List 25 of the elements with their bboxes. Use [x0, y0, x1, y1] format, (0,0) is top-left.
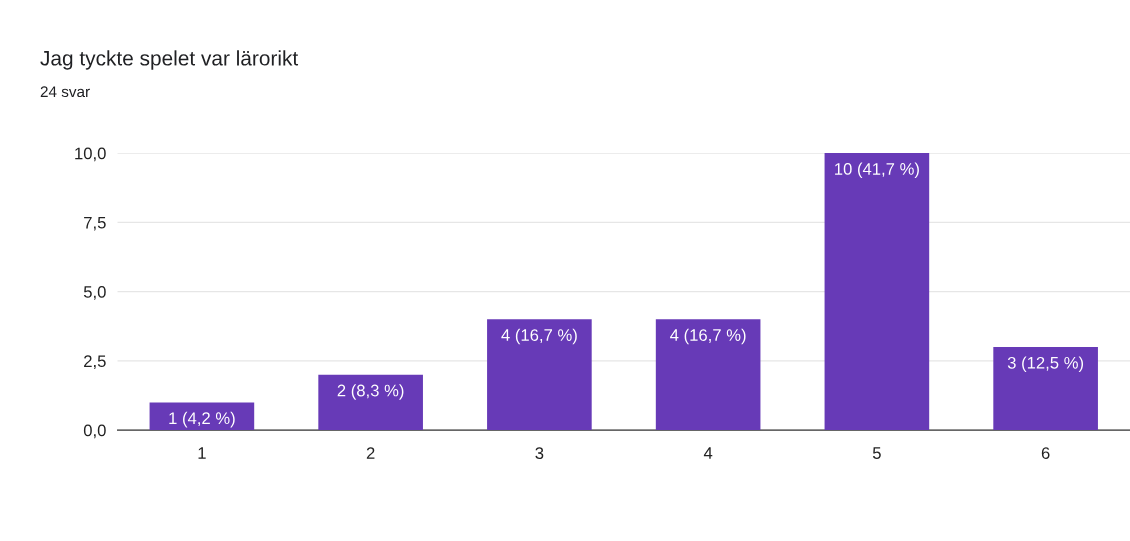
bar — [149, 402, 255, 431]
data-label: 10 (41,7 %) — [835, 162, 919, 179]
data-label: 2 (8,3 %) — [337, 384, 404, 400]
data-label: 3 (12,5 %) — [1007, 356, 1084, 372]
y-tick-label: 7,5 — [84, 216, 106, 231]
y-tick-label: 2,5 — [84, 355, 106, 370]
data-label: 4 (16,7 %) — [501, 328, 577, 345]
bar — [318, 374, 423, 431]
x-tick-label: 1 — [198, 447, 206, 459]
bar — [824, 153, 930, 431]
chart-subtitle: 24 svar — [40, 86, 90, 98]
y-tick-label: 10,0 — [75, 147, 106, 162]
x-tick-label: 5 — [872, 447, 881, 459]
data-label: 4 (16,7 %) — [670, 328, 746, 345]
data-label: 1 (4,2 %) — [169, 411, 235, 428]
y-tick-label: 5,0 — [83, 286, 106, 300]
x-tick-label: 3 — [535, 447, 544, 459]
y-tick-label: 0,0 — [83, 424, 106, 439]
x-tick-label: 2 — [366, 447, 375, 459]
chart-title: Jag tyckte spelet var lärorikt — [40, 50, 299, 70]
bar — [993, 347, 1098, 431]
x-tick-label: 6 — [1041, 447, 1050, 459]
bar — [487, 319, 592, 431]
bar — [655, 319, 761, 431]
x-tick-label: 4 — [703, 447, 713, 459]
